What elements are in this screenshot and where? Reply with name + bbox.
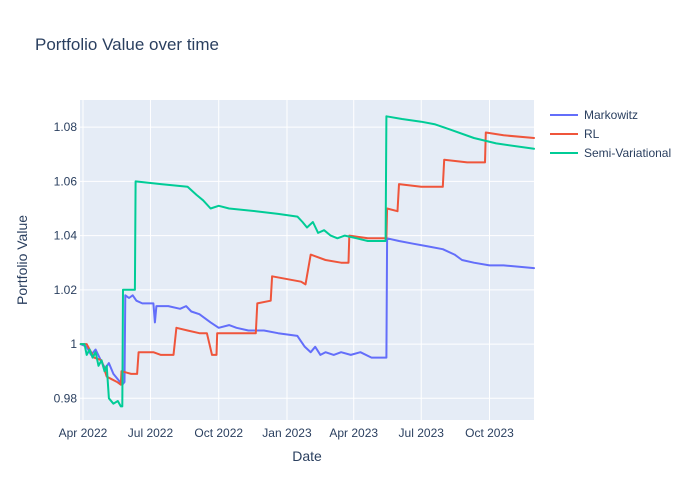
y-tick-label: 1.08 — [54, 120, 78, 134]
y-axis-label: Portfolio Value — [14, 215, 30, 305]
y-tick-label: 1.04 — [54, 229, 78, 243]
legend-label-semi-variational: Semi-Variational — [584, 146, 671, 160]
y-tick-label: 1 — [70, 337, 77, 351]
x-axis-ticks: Apr 2022 Jul 2022 Oct 2022 Jan 2023 Apr 2023… — [59, 426, 515, 440]
x-tick-label: Oct 2023 — [465, 426, 514, 440]
x-tick-label: Jan 2023 — [262, 426, 312, 440]
y-tick-label: 0.98 — [54, 391, 78, 405]
y-tick-label: 1.06 — [54, 174, 78, 188]
x-tick-label: Apr 2022 — [59, 426, 108, 440]
x-axis-label: Date — [292, 448, 322, 464]
x-tick-label: Jul 2023 — [399, 426, 445, 440]
gridlines — [80, 100, 534, 420]
series-line-semi-variational — [79, 115, 535, 408]
x-tick-label: Oct 2022 — [194, 426, 243, 440]
series-line-rl — [79, 131, 535, 386]
y-axis-ticks: 0.98 1 1.02 1.04 1.06 1.08 — [54, 120, 78, 405]
legend-label-markowitz: Markowitz — [584, 108, 638, 122]
y-tick-label: 1.02 — [54, 283, 78, 297]
series-lines — [79, 115, 535, 408]
x-tick-label: Jul 2022 — [128, 426, 174, 440]
chart-title: Portfolio Value over time — [35, 35, 219, 54]
legend-label-rl: RL — [584, 127, 600, 141]
x-tick-label: Apr 2023 — [329, 426, 378, 440]
plot-area — [80, 100, 534, 420]
legend: Markowitz RL Semi-Variational — [550, 108, 671, 160]
